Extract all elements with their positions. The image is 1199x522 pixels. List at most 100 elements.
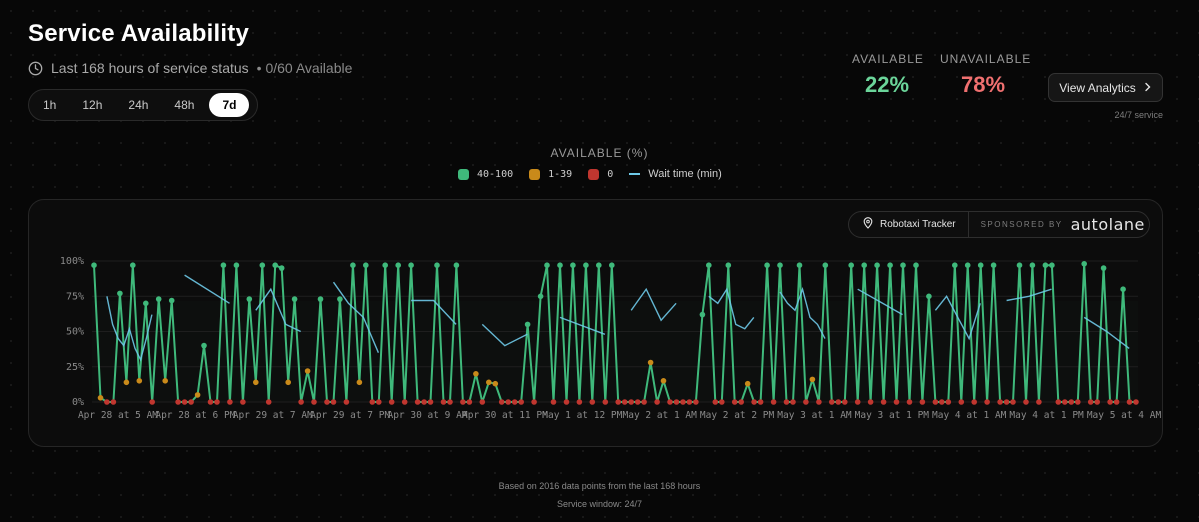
data-point-zero (751, 399, 757, 405)
data-point-zero (479, 399, 486, 405)
data-point-zero (1113, 399, 1120, 405)
data-point-zero (563, 399, 570, 405)
y-tick-label: 0% (72, 397, 84, 408)
data-point-high (537, 293, 544, 300)
data-point-zero (1094, 399, 1100, 405)
service-note: 24/7 service (1114, 110, 1163, 120)
data-point-high (570, 262, 576, 268)
data-point-high (317, 296, 324, 302)
data-point-high (926, 293, 932, 300)
data-point-zero (731, 399, 738, 405)
x-tick-label: Apr 28 at 6 PM (155, 410, 235, 421)
x-tick-label: Apr 30 at 9 AM (387, 410, 467, 421)
data-point-zero (654, 399, 660, 405)
data-point-zero (388, 399, 395, 405)
range-12h-button[interactable]: 12h (71, 93, 113, 117)
data-point-high (706, 262, 712, 268)
map-pin-icon (863, 217, 873, 232)
unavailable-stat: UNAVAILABLE 78% (940, 52, 1032, 98)
data-point-mid (647, 359, 654, 366)
legend-item-zero: 0 (588, 168, 614, 180)
y-tick-label: 100% (60, 256, 84, 267)
data-point-mid (285, 379, 292, 386)
sponsored-by-label: SPONSORED BY (980, 220, 1063, 229)
data-point-high (952, 262, 958, 268)
data-point-zero (214, 399, 220, 405)
data-point-zero (440, 399, 447, 405)
subtitle-text: Last 168 hours of service status (51, 60, 249, 76)
data-point-mid (473, 371, 479, 377)
data-point-mid (136, 378, 143, 384)
wait-time-segment (255, 287, 302, 333)
data-point-high (874, 262, 880, 268)
data-point-high (1029, 262, 1036, 268)
data-point-zero (227, 399, 233, 405)
data-point-zero (1062, 399, 1068, 405)
data-point-high (777, 262, 783, 268)
y-tick-label: 75% (66, 291, 84, 302)
unavailable-label: UNAVAILABLE (940, 52, 1032, 66)
range-1h-button[interactable]: 1h (32, 93, 67, 117)
x-tick-label: May 1 at 12 PM (542, 410, 622, 421)
view-analytics-button[interactable]: View Analytics (1048, 73, 1163, 102)
footer-service-window: Service window: 24/7 (556, 499, 643, 509)
data-point-zero (686, 399, 693, 405)
range-48h-button[interactable]: 48h (163, 93, 205, 117)
data-point-high (1081, 261, 1087, 267)
data-point-zero (330, 399, 337, 405)
legend-label-high: 40-100 (477, 168, 514, 180)
legend-swatch-zero (588, 168, 600, 180)
data-point-zero (369, 399, 376, 405)
data-point-zero (602, 399, 609, 405)
wait-time-segment (332, 281, 380, 353)
data-point-zero (447, 399, 453, 405)
brand-logo: autolane (1070, 215, 1145, 234)
availability-line (93, 262, 1136, 403)
data-point-zero (641, 399, 647, 405)
data-point-zero (680, 399, 686, 405)
data-point-zero (1107, 399, 1113, 405)
data-point-high (1049, 262, 1055, 268)
data-point-zero (175, 399, 181, 405)
x-tick-label: Apr 28 at 5 AM (78, 410, 158, 421)
x-tick-label: Apr 29 at 7 PM (310, 410, 390, 421)
data-point-zero (997, 399, 1003, 405)
footer-data-points: Based on 2016 data points from the last … (498, 481, 701, 491)
wait-time-segment (1083, 316, 1130, 349)
data-point-high (363, 262, 369, 268)
wait-time-segment (779, 286, 826, 339)
range-24h-button[interactable]: 24h (117, 93, 159, 117)
data-point-zero (104, 399, 110, 405)
data-point-zero (207, 399, 214, 405)
data-point-mid (356, 379, 363, 386)
data-point-zero (893, 399, 900, 405)
data-point-zero (673, 399, 680, 405)
data-point-high (291, 296, 298, 302)
range-7d-button[interactable]: 7d (209, 93, 250, 117)
sponsor-pill[interactable]: Robotaxi Tracker SPONSORED BY autolane (848, 211, 1150, 238)
data-point-zero (181, 399, 188, 405)
data-point-high (246, 296, 253, 302)
data-point-high (201, 342, 207, 349)
data-point-high (583, 262, 589, 268)
data-point-high (272, 262, 278, 268)
legend-label-wait: Wait time (min) (648, 168, 722, 180)
chart-title: AVAILABLE (%) (550, 146, 649, 160)
data-point-high (337, 296, 343, 302)
data-point-mid (492, 380, 499, 387)
data-point-high (990, 262, 997, 268)
x-tick-label: May 2 at 1 AM (623, 410, 698, 421)
data-point-zero (939, 399, 945, 405)
data-point-mid (123, 379, 130, 386)
x-tick-label: May 2 at 2 PM (700, 410, 775, 421)
data-point-zero (1126, 399, 1133, 405)
x-tick-label: May 3 at 1 AM (777, 410, 852, 421)
x-tick-label: May 4 at 1 PM (1009, 410, 1084, 421)
legend-label-zero: 0 (607, 168, 614, 180)
data-point-zero (816, 399, 822, 405)
data-point-zero (693, 399, 699, 405)
data-point-high (350, 262, 356, 268)
data-point-zero (919, 399, 926, 405)
data-point-high (259, 262, 266, 268)
unavailable-value: 78% (960, 72, 1006, 97)
